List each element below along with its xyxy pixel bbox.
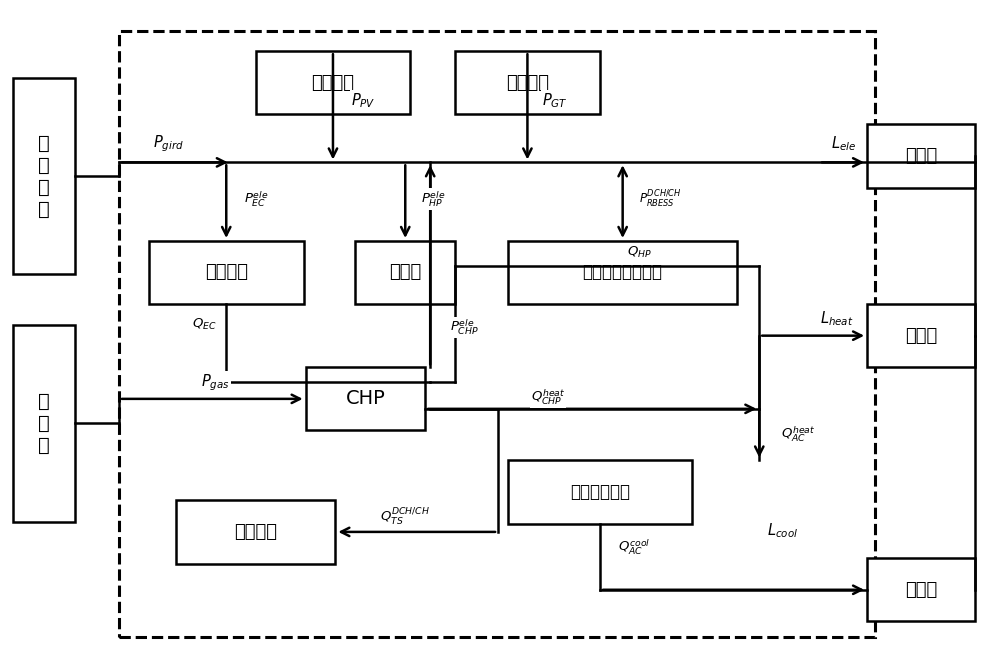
Text: $Q_{EC}$: $Q_{EC}$ bbox=[192, 317, 216, 331]
Text: 吸收式制冷机: 吸收式制冷机 bbox=[570, 483, 630, 501]
Text: 光伏电池: 光伏电池 bbox=[311, 74, 354, 92]
FancyBboxPatch shape bbox=[867, 124, 975, 188]
Text: 电热泵: 电热泵 bbox=[389, 263, 421, 281]
Text: 电制冷机: 电制冷机 bbox=[205, 263, 248, 281]
FancyBboxPatch shape bbox=[455, 51, 600, 114]
Text: $Q_{AC}^{cool}$: $Q_{AC}^{cool}$ bbox=[618, 537, 650, 556]
FancyBboxPatch shape bbox=[867, 558, 975, 621]
FancyBboxPatch shape bbox=[355, 241, 455, 304]
Text: $P_{CHP}^{ele}$: $P_{CHP}^{ele}$ bbox=[450, 318, 479, 337]
Text: $P_{gird}$: $P_{gird}$ bbox=[153, 134, 184, 154]
Text: 热负荷: 热负荷 bbox=[905, 327, 937, 345]
Text: $P_{PV}$: $P_{PV}$ bbox=[351, 91, 376, 110]
FancyBboxPatch shape bbox=[149, 241, 304, 304]
FancyBboxPatch shape bbox=[13, 78, 75, 274]
Text: CHP: CHP bbox=[346, 389, 385, 408]
Text: $P_{EC}^{ele}$: $P_{EC}^{ele}$ bbox=[244, 189, 269, 208]
FancyBboxPatch shape bbox=[508, 241, 737, 304]
Text: 燃气轮机: 燃气轮机 bbox=[506, 74, 549, 92]
FancyBboxPatch shape bbox=[508, 460, 692, 524]
Text: $Q_{TS}^{DCH/CH}$: $Q_{TS}^{DCH/CH}$ bbox=[380, 507, 430, 528]
Text: 电负荷: 电负荷 bbox=[905, 147, 937, 165]
Text: 冷负荷: 冷负荷 bbox=[905, 580, 937, 599]
FancyBboxPatch shape bbox=[867, 304, 975, 367]
Text: $P_{HP}^{ele}$: $P_{HP}^{ele}$ bbox=[421, 189, 446, 208]
FancyBboxPatch shape bbox=[306, 367, 425, 430]
Text: $L_{cool}$: $L_{cool}$ bbox=[767, 521, 798, 540]
FancyBboxPatch shape bbox=[176, 500, 335, 564]
FancyBboxPatch shape bbox=[13, 325, 75, 522]
Text: $L_{heat}$: $L_{heat}$ bbox=[820, 310, 854, 329]
Text: 储热装置: 储热装置 bbox=[234, 523, 277, 541]
Text: 退役电池储能系统: 退役电池储能系统 bbox=[583, 263, 663, 281]
Text: $Q_{AC}^{heat}$: $Q_{AC}^{heat}$ bbox=[781, 425, 816, 444]
Text: $P_{gas}$: $P_{gas}$ bbox=[201, 372, 230, 393]
Text: 天
然
气: 天 然 气 bbox=[38, 392, 50, 455]
Text: 上
级
电
网: 上 级 电 网 bbox=[38, 134, 50, 218]
Text: $Q_{HP}$: $Q_{HP}$ bbox=[627, 245, 652, 260]
Text: $L_{ele}$: $L_{ele}$ bbox=[831, 134, 857, 153]
Text: $P_{GT}$: $P_{GT}$ bbox=[542, 91, 568, 110]
FancyBboxPatch shape bbox=[256, 51, 410, 114]
Text: $P_{RBESS}^{DCH/CH}$: $P_{RBESS}^{DCH/CH}$ bbox=[639, 188, 681, 209]
Text: $Q_{CHP}^{heat}$: $Q_{CHP}^{heat}$ bbox=[531, 387, 565, 407]
